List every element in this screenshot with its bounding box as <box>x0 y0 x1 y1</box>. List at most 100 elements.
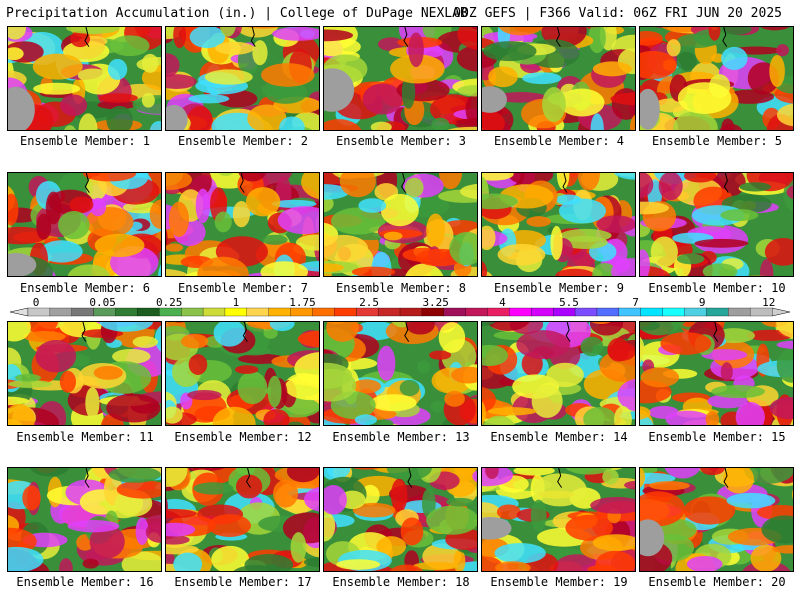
precip-contour <box>263 409 290 425</box>
precip-contour <box>326 322 359 342</box>
precip-contour <box>324 510 336 542</box>
precip-contour <box>624 480 635 490</box>
precipitation-field <box>640 468 793 571</box>
colorbar-tick-label: 2.5 <box>359 296 379 309</box>
precipitation-field <box>482 27 635 130</box>
ensemble-member-map <box>323 26 478 131</box>
precip-contour <box>451 366 477 384</box>
coastline <box>723 468 729 488</box>
precip-contour <box>482 386 496 413</box>
precipitation-field <box>8 27 161 130</box>
ensemble-member-label: Ensemble Member: 2 <box>177 134 309 148</box>
ensemble-member-map <box>165 172 320 277</box>
precip-contour <box>750 544 782 571</box>
colorbar-segment <box>531 307 554 317</box>
precip-contour <box>429 350 452 360</box>
precipitation-field <box>8 468 161 571</box>
ensemble-member-map <box>323 172 478 277</box>
colorbar-segment <box>487 307 510 317</box>
precip-contour <box>701 349 748 361</box>
precip-contour <box>331 207 386 235</box>
precip-contour <box>759 259 774 276</box>
precip-contour <box>89 197 107 217</box>
precip-contour <box>681 322 696 327</box>
colorbar-tick-label: 1.75 <box>289 296 316 309</box>
precip-contour <box>247 104 287 130</box>
colorbar-segment <box>224 307 248 317</box>
precip-contour <box>614 173 635 180</box>
precip-contour <box>658 173 683 201</box>
precip-contour <box>187 106 213 130</box>
precipitation-field <box>166 173 319 276</box>
precip-contour <box>261 63 315 87</box>
precip-contour <box>533 473 587 507</box>
precip-contour <box>610 92 635 106</box>
precip-contour <box>78 113 98 130</box>
precipitation-field <box>324 173 477 276</box>
precip-contour <box>513 468 555 476</box>
precip-contour <box>99 322 154 332</box>
colorbar-tick-label: 4 <box>499 296 506 309</box>
coastline <box>239 173 245 193</box>
precip-contour <box>208 514 251 538</box>
precip-contour <box>640 367 679 388</box>
ensemble-member-label: Ensemble Member: 12 <box>174 430 312 444</box>
precip-contour <box>686 555 723 571</box>
precipitation-field <box>482 322 635 425</box>
precip-contour <box>204 69 253 85</box>
precip-contour <box>352 502 396 518</box>
precip-contour <box>720 209 759 222</box>
precip-contour <box>15 373 41 382</box>
precip-contour <box>386 468 432 481</box>
precip-contour <box>107 58 128 80</box>
precip-contour <box>358 198 387 213</box>
colorbar-segment <box>27 307 51 317</box>
precip-contour <box>694 238 749 248</box>
precip-contour <box>324 468 325 469</box>
precip-contour <box>77 68 108 83</box>
colorbar-min-arrow <box>10 307 29 317</box>
precip-contour <box>166 551 175 566</box>
coastline <box>557 468 563 488</box>
precip-contour <box>666 39 681 57</box>
precip-contour <box>577 173 600 191</box>
precip-contour <box>336 559 381 570</box>
precip-contour <box>735 401 765 425</box>
precip-contour <box>761 515 793 544</box>
precip-contour <box>565 468 613 475</box>
colorbar-segment <box>443 307 467 317</box>
colorbar-segment <box>640 307 664 317</box>
precip-contour <box>390 478 408 513</box>
colorbar-segment <box>312 307 335 317</box>
colorbar-segment <box>93 307 116 317</box>
precip-contour <box>744 468 793 484</box>
precip-contour <box>683 496 736 525</box>
precip-contour <box>271 199 317 208</box>
precip-contour <box>8 193 19 226</box>
colorbar-segment <box>268 307 292 317</box>
precip-contour <box>444 390 465 407</box>
precipitation-field <box>324 468 477 571</box>
precip-contour <box>405 322 435 335</box>
precip-contour <box>58 211 90 240</box>
precip-contour <box>45 191 62 225</box>
precip-contour <box>629 114 635 130</box>
precip-contour <box>376 536 407 557</box>
precip-contour <box>456 45 477 72</box>
colorbar-segment <box>290 307 313 317</box>
precip-contour <box>589 322 624 336</box>
precip-contour <box>776 44 789 57</box>
precip-contour <box>792 489 793 500</box>
precip-contour <box>166 74 197 89</box>
precip-contour <box>526 216 551 227</box>
precip-contour <box>760 27 790 31</box>
precip-contour <box>776 322 793 338</box>
precip-contour <box>89 524 125 559</box>
precip-contour <box>69 196 94 214</box>
precip-contour <box>769 397 793 420</box>
precip-contour <box>132 336 158 348</box>
precip-contour <box>383 231 403 241</box>
precip-contour <box>149 199 161 230</box>
colorbar-segment <box>596 307 620 317</box>
colorbar-tick-label: 1 <box>233 296 240 309</box>
